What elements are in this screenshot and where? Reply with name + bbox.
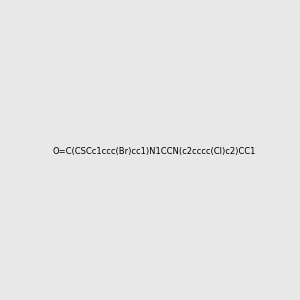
Text: O=C(CSCc1ccc(Br)cc1)N1CCN(c2cccc(Cl)c2)CC1: O=C(CSCc1ccc(Br)cc1)N1CCN(c2cccc(Cl)c2)C… <box>52 147 255 156</box>
